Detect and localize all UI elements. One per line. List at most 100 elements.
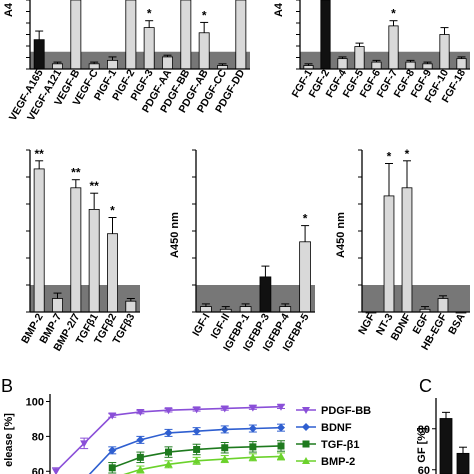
legend-label: BDNF xyxy=(321,422,352,434)
data-point xyxy=(108,412,117,420)
bar-bmp-2-7 xyxy=(70,187,82,313)
legend-label: TGF-β1 xyxy=(321,439,360,451)
data-point xyxy=(192,427,201,436)
data-point xyxy=(277,403,285,411)
data-point xyxy=(220,425,229,434)
bar-fgf-5 xyxy=(354,46,365,70)
legend-label: BMP-2 xyxy=(321,456,355,468)
data-point xyxy=(277,452,285,460)
y-tick-label: 100 xyxy=(26,396,44,408)
data-point xyxy=(248,424,257,433)
bar-fgf-10 xyxy=(439,34,450,70)
bar-plgf-2 xyxy=(125,0,137,70)
chart-panel-vegf-pdgf: VEGF-A165VEGF-A121VEGF-BVEGF-CPlGF-1PlGF… xyxy=(3,0,250,123)
data-point xyxy=(136,465,145,473)
category-label: NGF xyxy=(356,311,378,337)
bar-igf-i xyxy=(200,306,212,313)
category-label: BSA xyxy=(446,311,468,337)
bar-pdgf-ab xyxy=(198,32,210,70)
legend-marker xyxy=(302,407,310,414)
legend-marker xyxy=(302,457,310,464)
data-point xyxy=(248,453,257,461)
data-point xyxy=(136,453,144,461)
bar-tgf-2 xyxy=(107,233,118,313)
significance-mark: * xyxy=(110,204,115,218)
significance-mark: * xyxy=(303,212,308,226)
bar-tgf-3 xyxy=(125,300,137,313)
chart-panel-release: 60 80 100 elease [%] PDGF-BB BDNF TGF-β1 BMP-2 xyxy=(3,394,371,474)
bar-pdgf-dd xyxy=(235,0,247,70)
significance-mark: * xyxy=(391,7,396,21)
data-point xyxy=(220,455,229,463)
significance-mark: ** xyxy=(89,179,99,193)
data-point xyxy=(193,445,201,453)
data-point xyxy=(136,408,145,416)
data-point xyxy=(248,404,257,412)
data-point xyxy=(192,406,201,414)
bar-nt-3 xyxy=(383,195,395,313)
bar-fgf-18 xyxy=(456,58,467,70)
y-axis-label: A450 nm xyxy=(335,212,347,258)
y-tick-label: 60 xyxy=(32,466,44,474)
data-point xyxy=(164,460,173,468)
bar-bmp-7 xyxy=(52,298,63,313)
y-tick-label: 80 xyxy=(418,424,430,436)
bar-fgf-2 xyxy=(320,0,331,70)
bar-fgf-7 xyxy=(388,25,399,70)
bar-plgf-3 xyxy=(143,27,155,70)
threshold-band xyxy=(362,285,470,312)
bar-tgf-1 xyxy=(88,208,100,313)
bar-hb-egf xyxy=(437,298,449,313)
data-point xyxy=(164,407,173,415)
chart-panel-fgf: FGF-1FGF-2FGF-4FGF-5FGF-6*FGF-7FGF-8FGF-… xyxy=(273,0,470,105)
data-point xyxy=(108,446,117,455)
y-axis-label: GF [%] xyxy=(416,427,428,463)
y-axis-label: elease [%] xyxy=(3,413,15,467)
significance-mark: * xyxy=(202,8,207,22)
bar-igfbp-5 xyxy=(299,241,311,313)
panel-letter-c: C xyxy=(419,376,432,396)
threshold-band xyxy=(196,285,315,312)
bar-bmp-2 xyxy=(33,168,45,313)
data-point xyxy=(220,405,229,413)
significance-mark: ** xyxy=(34,147,44,161)
significance-mark: ** xyxy=(71,166,81,180)
y-axis-label: A450 nm xyxy=(169,212,181,258)
data-point xyxy=(221,444,229,452)
bar-fgf-4 xyxy=(337,58,348,70)
chart-panel-igf: IGF-IIGF-IIIGFBP-1IGFBP-3IGFBP-4*IGFBP-5… xyxy=(169,149,315,353)
bar-igfbp-4 xyxy=(279,306,292,313)
threshold-band xyxy=(30,51,250,69)
data-point xyxy=(277,442,285,450)
data-point xyxy=(80,440,89,448)
y-tick-label: 80 xyxy=(32,431,44,443)
bar-vegf-b xyxy=(70,0,82,70)
bar-pdgf-bb xyxy=(180,0,192,70)
legend-marker xyxy=(302,440,310,448)
bar xyxy=(439,418,453,474)
data-point xyxy=(165,448,172,456)
data-point xyxy=(164,428,173,437)
series-line-bdnf xyxy=(88,426,282,474)
data-point xyxy=(192,456,201,464)
data-point xyxy=(249,443,257,451)
threshold-band xyxy=(30,285,140,312)
data-point xyxy=(136,435,145,444)
bar-igfbp-1 xyxy=(239,306,252,313)
y-axis-label: A4 xyxy=(3,2,15,17)
legend-label: PDGF-BB xyxy=(321,405,371,417)
bar-vegf-a165 xyxy=(33,39,45,70)
significance-mark: * xyxy=(147,7,152,21)
significance-mark: * xyxy=(387,150,392,164)
bar xyxy=(456,452,470,474)
significance-mark: * xyxy=(405,147,410,161)
data-point xyxy=(108,464,116,472)
bar-bdnf xyxy=(401,187,413,313)
legend-marker xyxy=(302,423,310,431)
data-point xyxy=(277,423,285,432)
panel-letter-b: B xyxy=(1,376,13,396)
